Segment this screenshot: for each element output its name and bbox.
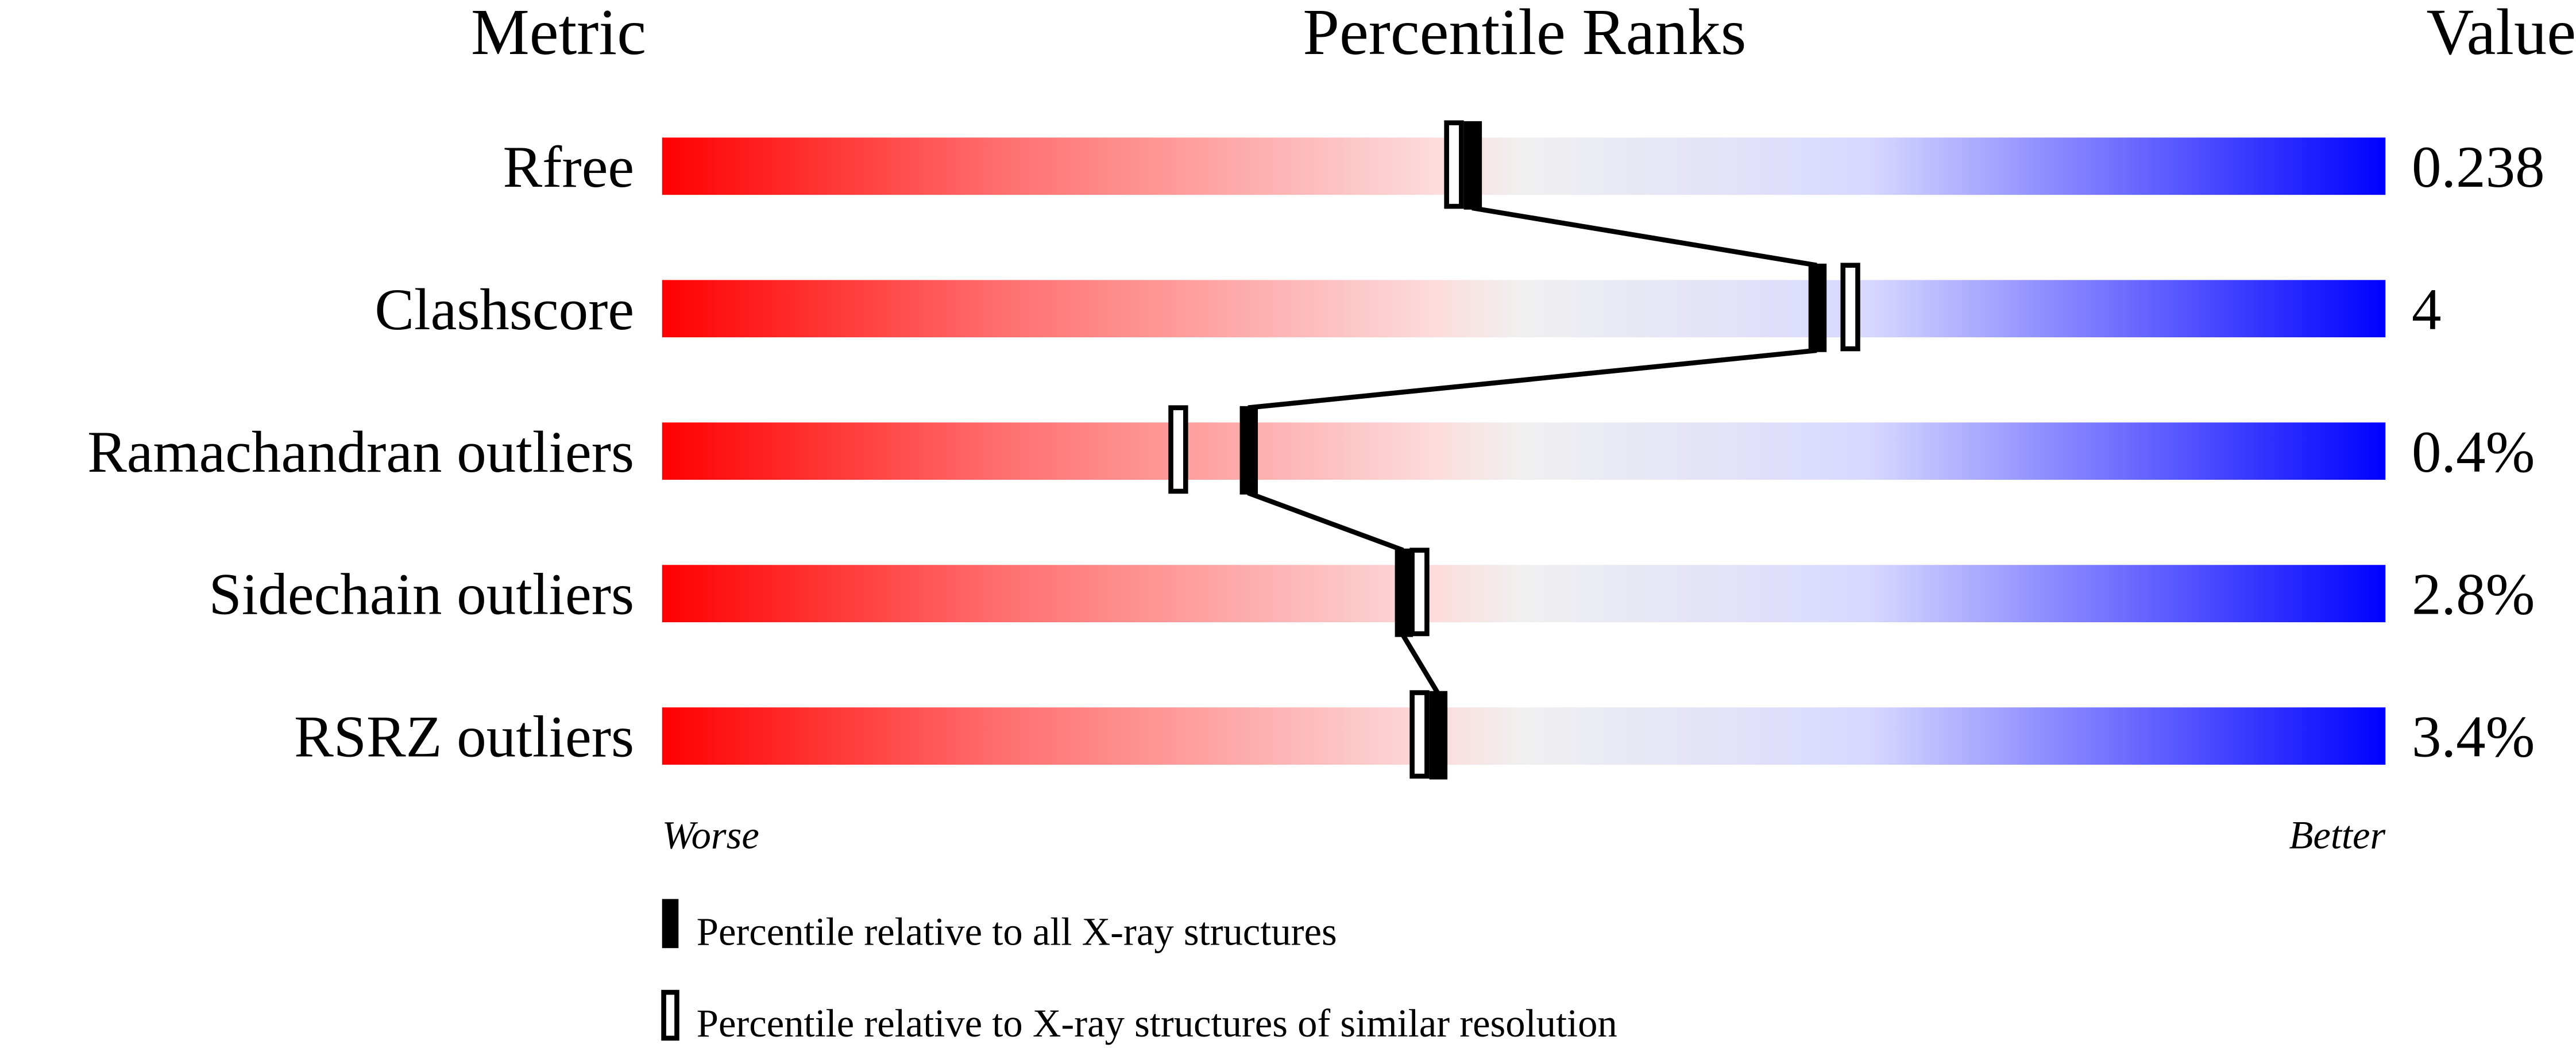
marker-all (1463, 121, 1482, 210)
percentile-bar (662, 137, 2386, 195)
metric-value: 4 (2412, 277, 2441, 342)
marker-all (1808, 263, 1827, 352)
marker-similar (1409, 690, 1430, 779)
legend-all: Percentile relative to all X-ray structu… (697, 910, 1337, 954)
better-label: Better (2289, 813, 2385, 857)
marker-similar (1409, 548, 1430, 637)
legend-filled-marker (662, 899, 679, 949)
marker-similar (1444, 120, 1464, 209)
connector-line (1247, 490, 1404, 553)
legend-open-marker (661, 989, 679, 1041)
percentile-bar (662, 280, 2386, 338)
percentile-bar (662, 565, 2386, 622)
metric-label: Rfree (503, 134, 634, 200)
metric-value: 0.238 (2412, 134, 2545, 200)
value-header: Value (2427, 0, 2576, 68)
marker-similar (1840, 263, 1860, 352)
percentile-bar (662, 707, 2386, 765)
marker-all (1395, 548, 1413, 637)
metric-value: 2.8% (2412, 562, 2535, 627)
metric-header: Metric (471, 0, 646, 68)
ranks-header: Percentile Ranks (1303, 0, 1746, 68)
metric-label: Clashscore (374, 277, 634, 342)
marker-similar (1168, 405, 1188, 494)
connector-line (1401, 634, 1440, 694)
marker-all (1239, 406, 1258, 495)
metric-value: 3.4% (2412, 704, 2535, 770)
worse-label: Worse (662, 813, 759, 857)
metric-label: Ramachandran outliers (87, 419, 634, 485)
connector-line (1472, 205, 1817, 268)
percentile-bar (662, 422, 2386, 480)
metric-value: 0.4% (2412, 419, 2535, 485)
metric-label: Sidechain outliers (209, 562, 635, 627)
connector-line (1248, 348, 1817, 410)
marker-all (1429, 691, 1448, 780)
legend-similar: Percentile relative to X-ray structures … (697, 1001, 1617, 1045)
metric-label: RSRZ outliers (294, 704, 634, 770)
